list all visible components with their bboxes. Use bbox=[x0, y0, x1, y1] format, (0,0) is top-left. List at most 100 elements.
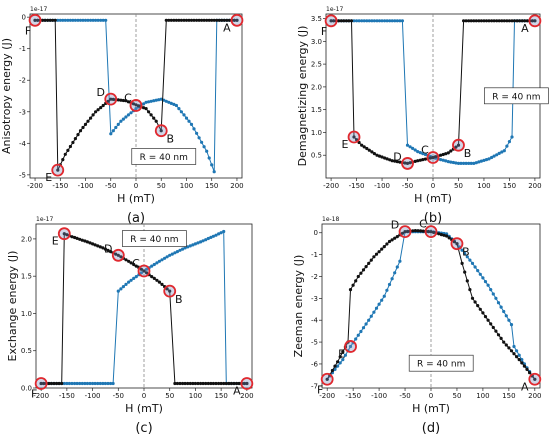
data-point-blue bbox=[385, 19, 389, 23]
data-point-blue bbox=[124, 282, 128, 286]
data-point-black bbox=[393, 236, 397, 240]
y-tick-label: 1.0 bbox=[21, 310, 32, 318]
data-point-black bbox=[426, 229, 430, 234]
data-point-blue bbox=[496, 301, 501, 305]
y-tick-label: -6 bbox=[311, 360, 319, 368]
data-point-blue bbox=[67, 381, 71, 386]
x-tick-label: -150 bbox=[59, 392, 75, 400]
y-tick-label: -7 bbox=[311, 382, 318, 390]
data-point-blue bbox=[476, 269, 480, 273]
data-point-black bbox=[431, 155, 435, 160]
data-point-black bbox=[51, 18, 55, 22]
data-point-blue bbox=[96, 18, 100, 22]
data-point-black bbox=[372, 255, 376, 259]
data-point-black bbox=[507, 346, 511, 350]
data-point-black bbox=[395, 160, 399, 164]
data-point-black bbox=[380, 247, 384, 251]
data-point-black bbox=[452, 240, 456, 244]
data-point-black bbox=[428, 156, 433, 160]
data-point-blue bbox=[191, 243, 195, 247]
data-point-black bbox=[482, 19, 486, 23]
data-point-black bbox=[403, 161, 407, 165]
data-point-blue bbox=[338, 361, 342, 365]
data-point-blue bbox=[126, 113, 130, 117]
data-point-blue bbox=[186, 245, 190, 249]
data-point-black bbox=[528, 371, 532, 375]
data-point-blue bbox=[512, 344, 516, 349]
data-point-blue bbox=[101, 381, 105, 386]
data-point-blue bbox=[517, 353, 521, 357]
data-point-blue bbox=[204, 238, 208, 242]
x-tick-label: 200 bbox=[528, 182, 541, 190]
data-point-black bbox=[460, 261, 464, 265]
x-tick-label: 0 bbox=[142, 392, 146, 400]
data-point-black bbox=[83, 122, 88, 126]
data-point-black bbox=[63, 152, 67, 156]
data-point-blue bbox=[441, 158, 445, 162]
data-point-blue bbox=[504, 314, 508, 318]
data-point-blue bbox=[129, 111, 133, 115]
data-point-blue bbox=[168, 253, 172, 257]
data-point-blue bbox=[380, 298, 384, 302]
panel-2: -200 -150 -100 -50 0 50 100 150 200 0.5 1.0 1.5 2.0 2… bbox=[296, 6, 549, 226]
x-tick-label: 200 bbox=[230, 182, 243, 190]
data-point-blue bbox=[418, 151, 422, 155]
data-point-black bbox=[481, 311, 485, 315]
data-point-black bbox=[494, 329, 498, 333]
data-point-blue bbox=[145, 267, 149, 271]
data-point-black bbox=[377, 250, 381, 254]
data-point-blue bbox=[446, 160, 450, 164]
data-point-blue bbox=[474, 161, 478, 165]
data-point-black bbox=[139, 267, 143, 271]
data-point-black bbox=[533, 19, 537, 23]
data-point-black bbox=[164, 18, 168, 22]
data-point-black bbox=[132, 262, 136, 267]
x-tick-label: -150 bbox=[345, 392, 361, 400]
data-point-black bbox=[510, 19, 514, 23]
data-point-blue bbox=[132, 276, 136, 280]
state-marker-D bbox=[111, 248, 125, 262]
data-point-blue bbox=[183, 246, 187, 250]
data-point-black bbox=[96, 108, 100, 112]
state-label-F: F bbox=[321, 25, 327, 38]
data-point-black bbox=[505, 19, 509, 23]
data-point-blue bbox=[505, 144, 509, 148]
data-point-black bbox=[472, 19, 476, 23]
data-point-black bbox=[385, 242, 389, 246]
data-point-black bbox=[442, 233, 446, 237]
data-point-black bbox=[224, 381, 228, 386]
data-point-black bbox=[80, 238, 84, 242]
axis-scale-label: 1e-18 bbox=[322, 216, 339, 223]
data-point-blue bbox=[142, 102, 146, 106]
data-point-blue bbox=[99, 18, 103, 22]
x-tick-label: 100 bbox=[180, 182, 193, 190]
data-point-blue bbox=[367, 19, 371, 23]
data-point-black bbox=[347, 19, 351, 23]
data-point-black bbox=[341, 350, 345, 354]
data-point-black bbox=[188, 381, 192, 386]
data-point-blue bbox=[58, 18, 62, 22]
data-point-blue bbox=[500, 150, 504, 154]
data-point-blue bbox=[66, 18, 70, 22]
state-label-A: A bbox=[521, 380, 529, 393]
state-label-A: A bbox=[521, 22, 529, 35]
data-point-blue bbox=[116, 122, 120, 126]
data-point-black bbox=[167, 18, 171, 22]
data-point-black bbox=[352, 135, 356, 139]
data-point-blue bbox=[416, 150, 420, 154]
data-point-black bbox=[215, 18, 219, 22]
data-point-blue bbox=[68, 18, 72, 22]
data-point-black bbox=[483, 315, 488, 319]
data-point-blue bbox=[467, 161, 471, 165]
data-point-blue bbox=[189, 122, 194, 126]
panel-3: -200 -150 -100 -50 0 50 100 150 200 0.0 0.5 1.0 1.5 2… bbox=[6, 216, 254, 436]
data-point-blue bbox=[65, 381, 69, 386]
panel-label: (a) bbox=[127, 211, 145, 226]
x-tick-label: -150 bbox=[349, 182, 365, 190]
data-point-black bbox=[55, 381, 59, 386]
data-point-blue bbox=[178, 248, 182, 252]
data-point-black bbox=[93, 243, 97, 247]
data-point-blue bbox=[159, 97, 163, 101]
data-point-blue bbox=[341, 358, 345, 362]
state-label-F: F bbox=[31, 388, 37, 401]
